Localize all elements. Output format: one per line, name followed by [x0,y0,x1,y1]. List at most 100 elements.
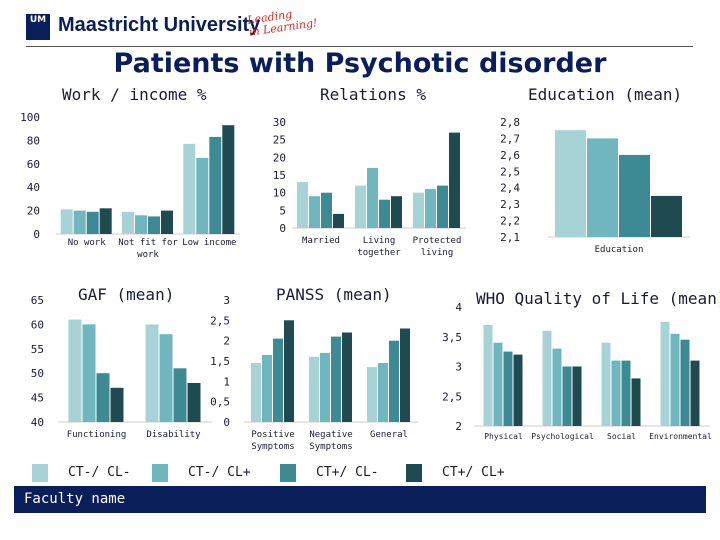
education-tick-label: 2,1 [500,231,520,244]
whoqol-bar [542,330,552,426]
whoqol-bar [483,324,493,426]
work-category-label: Not fit for [118,238,178,248]
whoqol-tick-label: 2,5 [442,390,462,403]
work-bar [209,136,222,234]
relations-bar [297,182,308,228]
relations-tick-label: 5 [279,204,286,217]
panss-tick-label: 0 [223,416,230,429]
work-bar [73,210,86,234]
relations-category-label: together [357,248,401,258]
legend-swatch [152,464,168,482]
whoqol-tick-label: 3,5 [442,331,462,344]
relations-tick-label: 10 [273,187,286,200]
relations-bar [449,132,460,228]
gaf-bar [187,383,201,422]
panss-bar [320,352,330,422]
work-bar [222,125,235,234]
work-tick-label: 0 [33,228,40,241]
whoqol-tick-label: 3 [455,361,462,374]
gaf-bar [145,324,159,422]
whoqol-bar [601,342,611,426]
relations-bar [437,185,448,228]
panss-category-label: Symptoms [251,442,294,452]
panss-tick-label: 2 [223,335,230,348]
whoqol-bar [690,360,700,426]
education-tick-label: 2,8 [500,116,520,129]
gaf-chart-title: GAF (mean) [78,285,174,304]
relations-category-label: Married [302,236,340,246]
legend-label: CT-/ CL- [68,465,131,480]
relations-category-label: Living [363,236,396,246]
gaf-tick-label: 45 [31,392,44,405]
whoqol-bar [660,321,670,426]
panss-bar [367,367,377,422]
panss-tick-label: 2,5 [210,314,230,327]
work-category-label: work [137,250,159,260]
work-bar [86,211,99,234]
legend-swatch [280,464,296,482]
relations-chart-title: Relations % [320,85,426,104]
relations-bar [355,185,366,228]
education-tick-label: 2,7 [500,132,520,145]
relations-tick-label: 15 [273,169,286,182]
work-bar [99,208,112,234]
work-category-label: No work [68,238,107,248]
gaf-tick-label: 50 [31,367,44,380]
panss-bar [284,320,294,422]
whoqol-bar [503,351,513,426]
work-category-label: Low income [182,238,236,248]
education-tick-label: 2,4 [500,182,520,195]
slide-title: Patients with Psychotic disorder [113,48,607,79]
gaf-bar [110,387,124,422]
whoqol-category-label: Physical [484,432,523,441]
whoqol-bar [493,342,503,426]
gaf-tick-label: 55 [31,343,44,356]
panss-category-label: Negative [309,430,352,440]
gaf-tick-label: 65 [31,294,44,307]
education-bar [555,130,586,237]
work-bar [135,215,147,234]
education-bar [651,195,682,237]
legend-label: CT+/ CL- [316,465,379,480]
work-tick-label: 60 [27,158,40,171]
whoqol-category-label: Psychological [531,432,594,441]
whoqol-bar [680,339,690,426]
gaf-tick-label: 60 [31,318,44,331]
relations-tick-label: 20 [273,151,286,164]
legend-label: CT+/ CL+ [442,465,505,480]
relations-bar [413,192,424,228]
gaf-bar [68,319,82,422]
education-bar [619,154,650,237]
university-logo: UM Maastricht University Leading in Lear… [26,8,406,42]
legend-swatch [32,464,48,482]
whoqol-category-label: Social [607,432,636,441]
relations-bar [321,192,332,228]
whoqol-bar [621,360,631,426]
whoqol-bar [631,378,641,426]
university-name: Maastricht University [58,14,261,36]
gaf-category-label: Functioning [67,430,127,440]
panss-category-label: General [370,430,408,440]
work-bar [183,143,196,234]
panss-bar [378,363,388,422]
panss-tick-label: 1,5 [210,355,230,368]
education-chart-title: Education (mean) [528,85,682,104]
whoqol-chart-title: WHO Quality of Life (mean) [476,289,720,308]
gaf-bar [159,334,173,422]
gaf-bar [173,368,187,422]
relations-category-label: Protected [413,236,462,246]
work-tick-label: 20 [27,205,40,218]
education-tick-label: 2,2 [500,215,520,228]
work-bar [122,211,134,234]
legend: CT-/ CL- CT-/ CL+ CT+/ CL- CT+/ CL+ [0,464,720,486]
panss-bar [251,363,261,422]
panss-bar [342,332,352,422]
legend-label: CT-/ CL+ [188,465,251,480]
whoqol-bar [670,333,680,426]
relations-bar [391,196,402,228]
footer-bar: Faculty name [14,486,706,513]
panss-bar [400,328,410,422]
panss-bar [331,336,341,422]
gaf-category-label: Disability [146,430,201,440]
